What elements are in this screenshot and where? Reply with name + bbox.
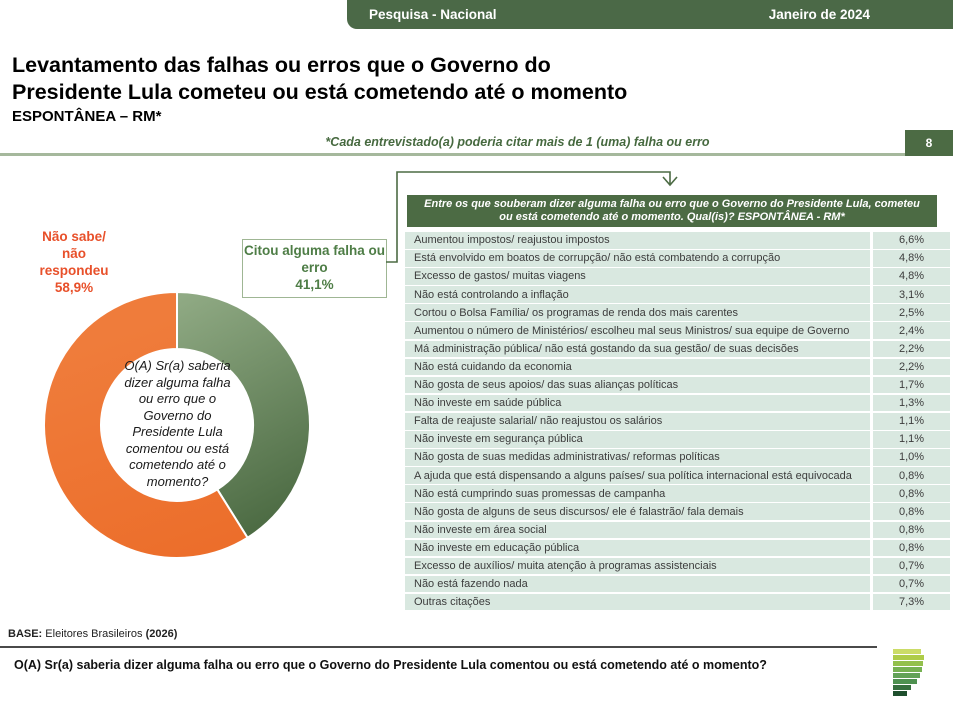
title-line-3: ESPONTÂNEA – RM* bbox=[12, 108, 162, 125]
table-header: Entre os que souberam dizer alguma falha… bbox=[407, 195, 937, 227]
table-row: Excesso de gastos/ muitas viagens 4,8% bbox=[405, 268, 950, 285]
table-row: Não está cuidando da economia 2,2% bbox=[405, 358, 950, 376]
table-row: Cortou o Bolsa Família/ os programas de … bbox=[405, 304, 950, 321]
row-value: 4,8% bbox=[873, 250, 950, 267]
row-label: Está envolvido em boatos de corrupção/ n… bbox=[405, 250, 870, 267]
row-value: 0,7% bbox=[873, 557, 950, 575]
table-row: Não investe em educação pública 0,8% bbox=[405, 539, 950, 557]
table-row: Aumentou o número de Ministérios/ escolh… bbox=[405, 322, 950, 340]
footnote-multiple-answers: *Cada entrevistado(a) poderia citar mais… bbox=[325, 135, 710, 149]
divider-line bbox=[0, 153, 905, 156]
logo-bar bbox=[893, 661, 923, 666]
table-row: Não gosta de suas medidas administrativa… bbox=[405, 449, 950, 466]
footer-divider-line bbox=[0, 646, 877, 648]
row-value: 2,2% bbox=[873, 340, 950, 358]
table-row: Não está controlando a inflação 3,1% bbox=[405, 286, 950, 303]
footer-question: O(A) Sr(a) saberia dizer alguma falha ou… bbox=[14, 658, 767, 672]
report-date-label: Janeiro de 2024 bbox=[768, 7, 870, 22]
table-row: Não investe em segurança pública 1,1% bbox=[405, 431, 950, 448]
report-type-label: Pesquisa - Nacional bbox=[369, 7, 497, 22]
donut-chart bbox=[43, 290, 311, 559]
donut-label-no-answer: Não sabe/ não respondeu 58,9% bbox=[39, 229, 109, 295]
row-label: Não investe em segurança pública bbox=[405, 431, 870, 448]
row-label: A ajuda que está dispensando a alguns pa… bbox=[405, 467, 870, 484]
row-value: 7,3% bbox=[873, 593, 950, 611]
page-number-badge: 8 bbox=[905, 130, 953, 156]
row-value: 6,6% bbox=[873, 232, 950, 249]
table-row: Outras citações 7,3% bbox=[405, 593, 950, 611]
row-label: Excesso de auxílios/ muita atenção à pro… bbox=[405, 557, 870, 575]
row-label: Não gosta de suas medidas administrativa… bbox=[405, 449, 870, 466]
logo-bar bbox=[893, 673, 920, 678]
row-value: 1,3% bbox=[873, 394, 950, 412]
logo-bar bbox=[893, 649, 921, 654]
row-value: 2,4% bbox=[873, 322, 950, 340]
row-value: 0,8% bbox=[873, 539, 950, 557]
row-value: 3,1% bbox=[873, 286, 950, 303]
row-label: Aumentou impostos/ reajustou impostos bbox=[405, 232, 870, 249]
brand-logo bbox=[893, 649, 924, 697]
row-value: 1,7% bbox=[873, 376, 950, 394]
row-label: Não está controlando a inflação bbox=[405, 286, 870, 303]
logo-bar bbox=[893, 679, 917, 684]
row-value: 0,8% bbox=[873, 467, 950, 484]
row-label: Não está cumprindo suas promessas de cam… bbox=[405, 485, 870, 502]
table-row: Não gosta de alguns de seus discursos/ e… bbox=[405, 503, 950, 520]
row-value: 1,1% bbox=[873, 431, 950, 448]
row-label: Não investe em saúde pública bbox=[405, 394, 870, 412]
table-row: Está envolvido em boatos de corrupção/ n… bbox=[405, 250, 950, 267]
row-label: Outras citações bbox=[405, 593, 870, 611]
page-title: Levantamento das falhas ou erros que o G… bbox=[12, 52, 627, 127]
row-label: Aumentou o número de Ministérios/ escolh… bbox=[405, 322, 870, 340]
donut-label-cited-box: Citou alguma falha ou erro 41,1% bbox=[242, 239, 387, 298]
table-row: A ajuda que está dispensando a alguns pa… bbox=[405, 467, 950, 484]
row-value: 0,8% bbox=[873, 521, 950, 539]
table-row: Não investe em saúde pública 1,3% bbox=[405, 394, 950, 412]
donut-slice-1 bbox=[43, 290, 249, 559]
row-value: 0,8% bbox=[873, 485, 950, 502]
table-row: Não está fazendo nada 0,7% bbox=[405, 575, 950, 593]
row-label: Não está cuidando da economia bbox=[405, 358, 870, 376]
table-row: Falta de reajuste salarial/ não reajusto… bbox=[405, 412, 950, 430]
title-line-1: Levantamento das falhas ou erros que o G… bbox=[12, 53, 551, 77]
table-row: Não investe em área social 0,8% bbox=[405, 521, 950, 539]
donut-slice-0 bbox=[176, 290, 311, 540]
row-value: 4,8% bbox=[873, 268, 950, 285]
logo-bar bbox=[893, 655, 924, 660]
table-row: Má administração pública/ não está gosta… bbox=[405, 340, 950, 358]
answers-table: Aumentou impostos/ reajustou impostos 6,6… bbox=[405, 232, 950, 612]
row-label: Não investe em educação pública bbox=[405, 539, 870, 557]
row-label: Cortou o Bolsa Família/ os programas de … bbox=[405, 304, 870, 321]
base-text: Eleitores Brasileiros bbox=[42, 628, 146, 640]
row-value: 2,2% bbox=[873, 358, 950, 376]
row-label: Não investe em área social bbox=[405, 521, 870, 539]
row-value: 1,0% bbox=[873, 449, 950, 466]
base-year: (2026) bbox=[145, 628, 178, 640]
table-row: Aumentou impostos/ reajustou impostos 6,6… bbox=[405, 232, 950, 249]
row-label: Má administração pública/ não está gosta… bbox=[405, 340, 870, 358]
logo-bar bbox=[893, 691, 907, 696]
table-row: Excesso de auxílios/ muita atenção à pro… bbox=[405, 557, 950, 575]
row-label: Não gosta de alguns de seus discursos/ e… bbox=[405, 503, 870, 520]
base-note: BASE: Eleitores Brasileiros (2026) bbox=[8, 628, 177, 640]
row-value: 0,7% bbox=[873, 575, 950, 593]
row-value: 0,8% bbox=[873, 503, 950, 520]
logo-bar bbox=[893, 667, 922, 672]
row-label: Não gosta de seus apoios/ das suas alian… bbox=[405, 376, 870, 394]
row-label: Não está fazendo nada bbox=[405, 575, 870, 593]
donut-center-question: O(A) Sr(a) saberia dizer alguma falha ou… bbox=[124, 358, 231, 489]
title-line-2: Presidente Lula cometeu ou está cometend… bbox=[12, 80, 628, 104]
table-row: Não gosta de seus apoios/ das suas alian… bbox=[405, 376, 950, 394]
row-value: 1,1% bbox=[873, 412, 950, 430]
row-value: 2,5% bbox=[873, 304, 950, 321]
table-row: Não está cumprindo suas promessas de cam… bbox=[405, 485, 950, 502]
base-label: BASE: bbox=[8, 628, 43, 640]
logo-bar bbox=[893, 685, 911, 690]
row-label: Falta de reajuste salarial/ não reajusto… bbox=[405, 412, 870, 430]
row-label: Excesso de gastos/ muitas viagens bbox=[405, 268, 870, 285]
top-header-bar: Pesquisa - Nacional Janeiro de 2024 bbox=[347, 0, 953, 29]
